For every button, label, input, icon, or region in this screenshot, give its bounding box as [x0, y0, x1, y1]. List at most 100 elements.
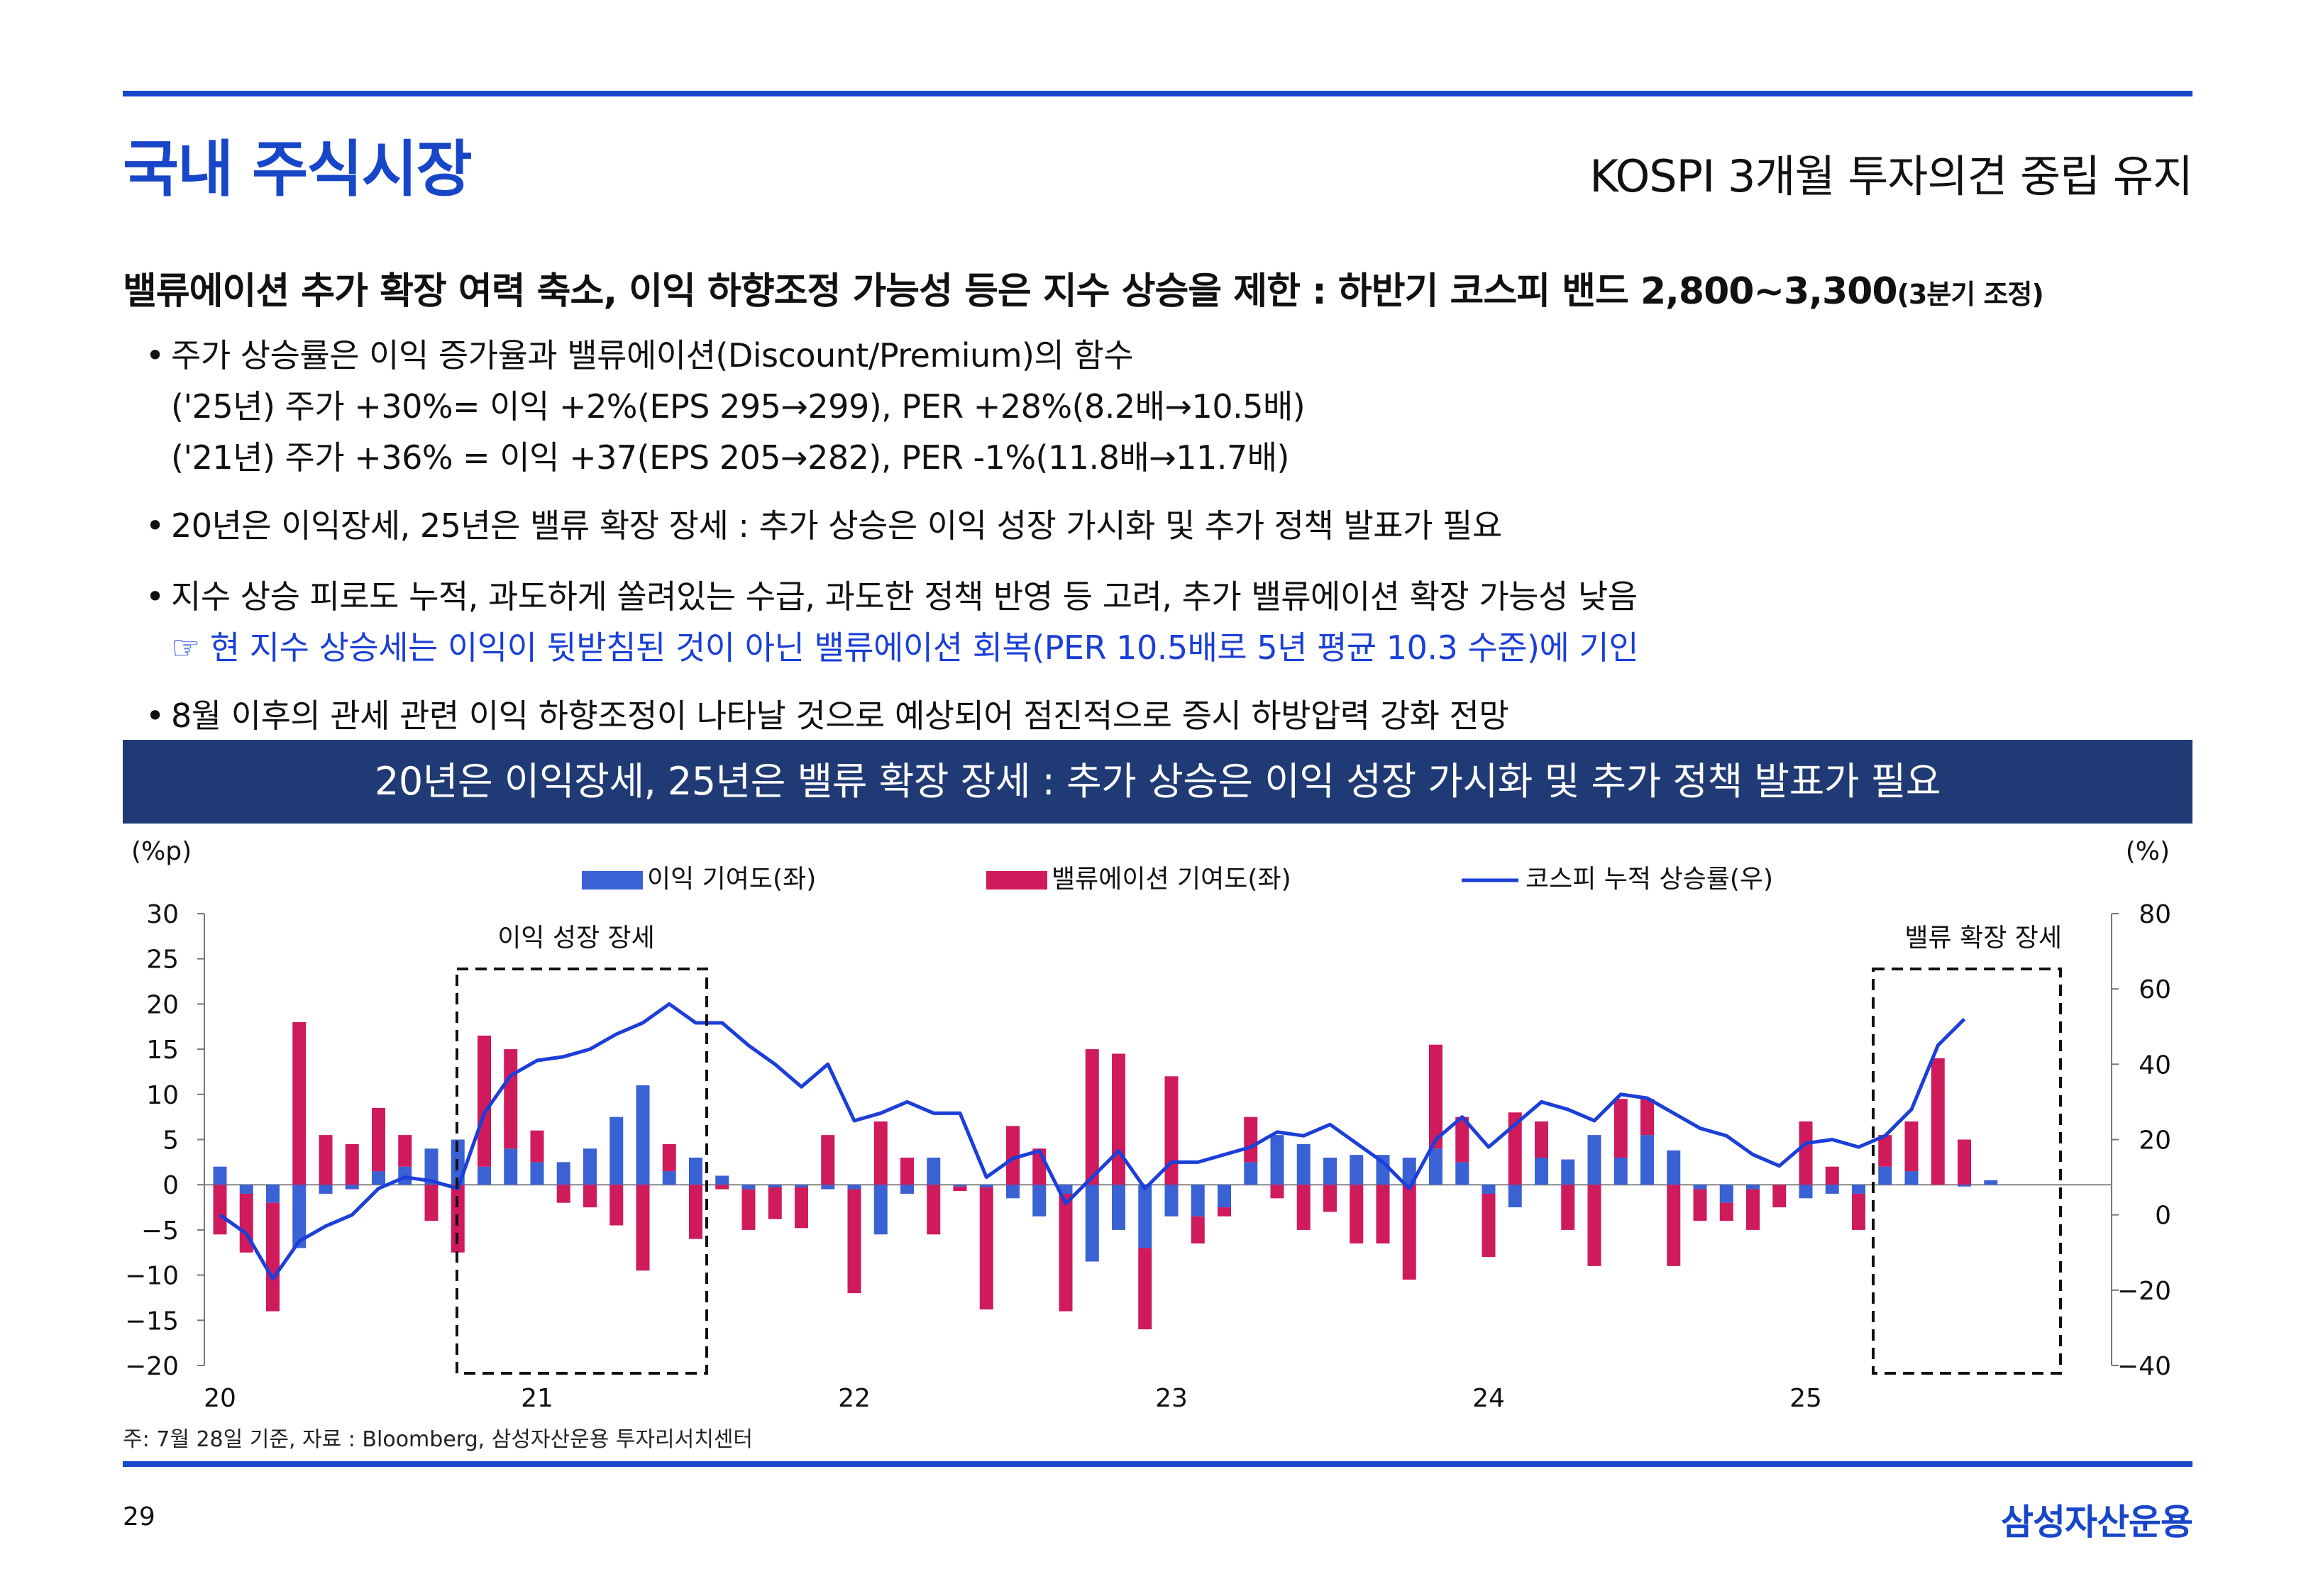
earnings-bar: [741, 1185, 756, 1190]
valuation-bar: [1429, 1044, 1442, 1149]
bullet-3-note: ☞ 현 지수 상승세는 이익이 뒷받침된 것이 아닌 밸류에이션 회복(PER …: [171, 628, 1639, 667]
right-axis-tick-label: 40: [2139, 1051, 2171, 1080]
legend-earnings-label: 이익 기여도(좌): [647, 865, 816, 894]
valuation-bar: [1138, 1248, 1152, 1330]
bullet-1: • 주가 상승률은 이익 증가율과 밸류에이션(Discount/Premium)…: [145, 330, 1306, 483]
earnings-bar: [1958, 1185, 1971, 1187]
left-axis-unit: (%p): [131, 837, 192, 866]
earnings-bar: [319, 1185, 333, 1194]
valuation-phase-box: [1872, 968, 2062, 1375]
legend-valuation-swatch: [986, 871, 1047, 890]
bullet-4-line: • 8월 이후의 관세 관련 이익 하향조정이 나타날 것으로 예상되어 점진적으…: [145, 690, 1509, 741]
valuation-bar: [1350, 1185, 1364, 1244]
valuation-bar: [424, 1185, 438, 1221]
earnings-bar: [1904, 1171, 1919, 1185]
earnings-bar: [1667, 1150, 1681, 1185]
valuation-bar: [1482, 1193, 1496, 1258]
bullet-dot: •: [145, 336, 165, 375]
headline-text: 밸류에이션 추가 확장 여력 축소, 이익 하향조정 가능성 등은 지수 상승을…: [123, 270, 1897, 313]
valuation-bar: [530, 1130, 544, 1163]
valuation-bar: [636, 1185, 650, 1271]
bullet-3: • 지수 상승 피로도 누적, 과도하게 쏠려있는 수급, 과도한 정책 반영 등…: [145, 571, 1639, 673]
valuation-bar: [1006, 1126, 1020, 1185]
x-axis-year-label: 23: [1155, 1384, 1188, 1413]
left-axis-tick-label: 10: [146, 1081, 179, 1110]
earnings-bar: [1482, 1185, 1496, 1194]
valuation-bar: [1587, 1185, 1601, 1266]
earnings-bar: [979, 1185, 993, 1188]
valuation-bar: [1746, 1189, 1760, 1230]
earnings-bar: [1164, 1185, 1179, 1217]
earnings-phase-box: [456, 968, 708, 1375]
valuation-bar: [689, 1185, 702, 1239]
earnings-bar: [873, 1185, 888, 1235]
earnings-bar: [689, 1157, 702, 1185]
earnings-bar: [1693, 1185, 1707, 1190]
valuation-bar: [979, 1187, 993, 1310]
right-axis-unit: (%): [2126, 837, 2170, 866]
valuation-bar: [1535, 1121, 1548, 1158]
valuation-bar: [556, 1185, 570, 1203]
valuation-bar: [1270, 1185, 1284, 1199]
right-axis-tick-label: 60: [2139, 975, 2171, 1004]
earnings-bar: [1006, 1185, 1020, 1199]
valuation-bar: [900, 1157, 914, 1185]
valuation-bar: [504, 1049, 518, 1149]
earnings-bar: [1587, 1135, 1601, 1185]
earnings-bar: [927, 1157, 941, 1185]
earnings-bar: [1218, 1185, 1231, 1208]
valuation-bar: [1613, 1099, 1628, 1158]
valuation-bar: [795, 1187, 808, 1229]
earnings-bar: [795, 1185, 808, 1188]
bullet-1-line-3: ('21년) 주가 +36% = 이익 +37(EPS 205→282), PE…: [171, 438, 1289, 477]
valuation-bar: [1085, 1049, 1099, 1185]
earnings-bar: [292, 1185, 307, 1248]
earnings-bar: [1746, 1185, 1760, 1190]
earnings-bar: [1402, 1157, 1416, 1185]
bullet-dot: •: [145, 506, 165, 545]
earnings-bar: [1455, 1162, 1469, 1185]
bullet-2-line: • 20년은 이익장세, 25년은 밸류 확장 장세 : 추가 상승은 이익 성장…: [145, 500, 1502, 551]
valuation-phase-label: 밸류 확장 장세: [1904, 924, 2062, 953]
earnings-bar: [1376, 1155, 1390, 1185]
page-title: 국내 주식시장: [123, 134, 473, 205]
left-axis-tick-label: 25: [146, 946, 179, 975]
page-number: 29: [123, 1502, 155, 1531]
earnings-bar: [1112, 1185, 1125, 1230]
valuation-bar: [821, 1135, 835, 1185]
valuation-bar: [1719, 1202, 1733, 1221]
right-axis-tick-label: −20: [2117, 1277, 2171, 1306]
valuation-bar: [1323, 1185, 1337, 1212]
valuation-bar: [345, 1143, 359, 1185]
valuation-bar: [1958, 1139, 1971, 1185]
valuation-bar: [1191, 1216, 1205, 1244]
bullet-1-line-2: ('25년) 주가 +30%= 이익 +2%(EPS 295→299), PER…: [171, 387, 1306, 426]
bottom-rule: [123, 1461, 2192, 1467]
left-axis-tick-label: 5: [162, 1126, 179, 1156]
earnings-bar: [821, 1185, 835, 1190]
earnings-bar: [1561, 1159, 1575, 1185]
headline: 밸류에이션 추가 확장 여력 축소, 이익 하향조정 가능성 등은 지수 상승을…: [123, 261, 2044, 314]
valuation-bar: [953, 1186, 967, 1192]
earnings-bar: [1244, 1162, 1258, 1185]
earnings-bar: [1191, 1185, 1205, 1217]
right-axis-tick-label: 20: [2139, 1126, 2171, 1156]
valuation-bar: [1640, 1099, 1654, 1136]
right-axis-tick-label: 80: [2139, 900, 2171, 929]
valuation-bar: [1693, 1189, 1707, 1221]
valuation-bar: [1376, 1185, 1390, 1244]
earnings-bar: [530, 1162, 544, 1185]
valuation-bar: [319, 1135, 333, 1185]
valuation-bar: [1508, 1112, 1522, 1185]
valuation-bar: [768, 1187, 782, 1219]
earnings-bar: [1508, 1185, 1522, 1208]
valuation-bar: [1825, 1166, 1839, 1185]
earnings-bar: [478, 1166, 491, 1185]
earnings-bar: [1032, 1185, 1047, 1217]
bullet-4: • 8월 이후의 관세 관련 이익 하향조정이 나타날 것으로 예상되어 점진적으…: [145, 690, 1509, 741]
valuation-bar: [372, 1107, 385, 1172]
bullet-1-line-1: • 주가 상승률은 이익 증가율과 밸류에이션(Discount/Premium)…: [145, 330, 1305, 381]
valuation-bar: [478, 1035, 491, 1167]
earnings-phase-label: 이익 성장 장세: [497, 924, 655, 953]
